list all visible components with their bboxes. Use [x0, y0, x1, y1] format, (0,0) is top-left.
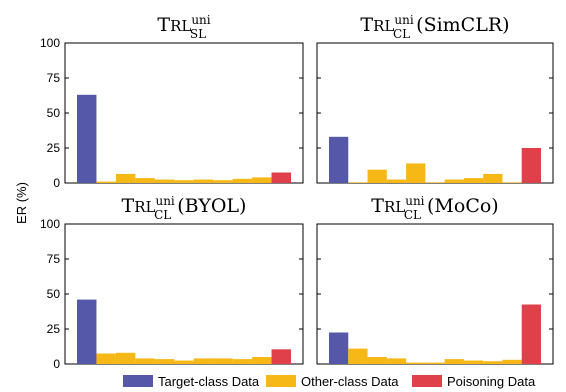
target-class-bar [329, 136, 349, 183]
y-tick-label: 25 [47, 322, 61, 336]
other-class-bar [463, 178, 484, 183]
other-class-bar [386, 179, 407, 183]
other-class-bar [483, 173, 503, 183]
y-tick-label: 75 [47, 252, 61, 266]
y-tick-label: 100 [40, 217, 60, 231]
other-class-bar [213, 358, 233, 364]
poisoning-bar [271, 172, 291, 183]
legend-swatch [266, 375, 296, 387]
other-class-bar [502, 359, 522, 364]
panel-title: TRLuni CL (SimCLR) [360, 13, 509, 41]
y-axis-label: ER (%) [14, 182, 29, 224]
panel-title: TRLuni CL (MoCo) [371, 194, 498, 222]
panel-title: TRLuni CL (BYOL) [122, 194, 247, 222]
other-class-bar [367, 357, 387, 364]
other-class-bar [174, 180, 194, 183]
panel-frame [316, 223, 554, 365]
target-class-bar [77, 299, 97, 364]
other-class-bar [154, 179, 175, 183]
other-class-bar [96, 181, 116, 183]
other-class-bar [135, 178, 155, 183]
legend-item: Other-class Data [266, 374, 399, 389]
other-class-bar [348, 348, 368, 364]
y-tick-label: 75 [47, 71, 61, 85]
other-class-bar [154, 359, 175, 364]
y-tick-label: 50 [47, 287, 61, 301]
other-class-bar [96, 353, 116, 364]
panel-title: TRLuni SL [157, 13, 210, 41]
other-class-bar [232, 359, 253, 364]
other-class-bar [444, 359, 464, 364]
other-class-bar [252, 177, 272, 183]
other-class-bar [115, 352, 136, 364]
target-class-bar [329, 332, 349, 364]
other-class-bar [463, 360, 484, 364]
y-tick-label: 25 [47, 141, 61, 155]
legend-swatch [412, 375, 442, 387]
other-class-bar [367, 169, 387, 183]
panel-3: TRLuni CL (BYOL) 0 25 50 75 100 [40, 194, 304, 371]
other-class-bar [252, 357, 272, 364]
other-class-bar [348, 182, 368, 183]
poisoning-bar [521, 148, 541, 183]
legend-label: Other-class Data [301, 374, 399, 389]
panels: TRLuni SL 0 25 50 75 100 TRLuni CL (SimCLR) TRLun… [40, 13, 554, 371]
other-class-bar [193, 358, 214, 364]
poisoning-bar [521, 304, 541, 364]
y-tick-label: 100 [40, 36, 60, 50]
panel-4: TRLuni CL (MoCo) [316, 194, 554, 365]
legend: Target-class Data Other-class Data Poisoni… [123, 374, 536, 389]
other-class-bar [406, 362, 426, 364]
other-class-bar [425, 362, 445, 364]
other-class-bar [174, 360, 194, 364]
other-class-bar [232, 178, 253, 183]
legend-item: Target-class Data [123, 374, 260, 389]
legend-item: Poisoning Data [412, 374, 536, 389]
other-class-bar [386, 358, 407, 364]
other-class-bar [483, 361, 503, 364]
other-class-bar [135, 358, 155, 364]
other-class-bar [502, 182, 522, 183]
y-tick-label: 50 [47, 106, 61, 120]
panel-2: TRLuni CL (SimCLR) [316, 13, 554, 184]
other-class-bar [213, 180, 233, 183]
other-class-bar [115, 173, 136, 183]
panel-frame [64, 223, 304, 365]
panel-frame [316, 42, 554, 184]
other-class-bar [406, 163, 426, 183]
other-class-bar [193, 179, 214, 183]
legend-swatch [123, 375, 153, 387]
panel-1: TRLuni SL 0 25 50 75 100 [40, 13, 304, 190]
other-class-bar [425, 182, 445, 183]
legend-label: Target-class Data [158, 374, 260, 389]
other-class-bar [444, 179, 464, 183]
poisoning-bar [271, 349, 291, 364]
y-tick-label: 0 [53, 357, 60, 371]
y-tick-label: 0 [53, 176, 60, 190]
panel-frame [64, 42, 304, 184]
target-class-bar [77, 94, 97, 183]
legend-label: Poisoning Data [447, 374, 536, 389]
